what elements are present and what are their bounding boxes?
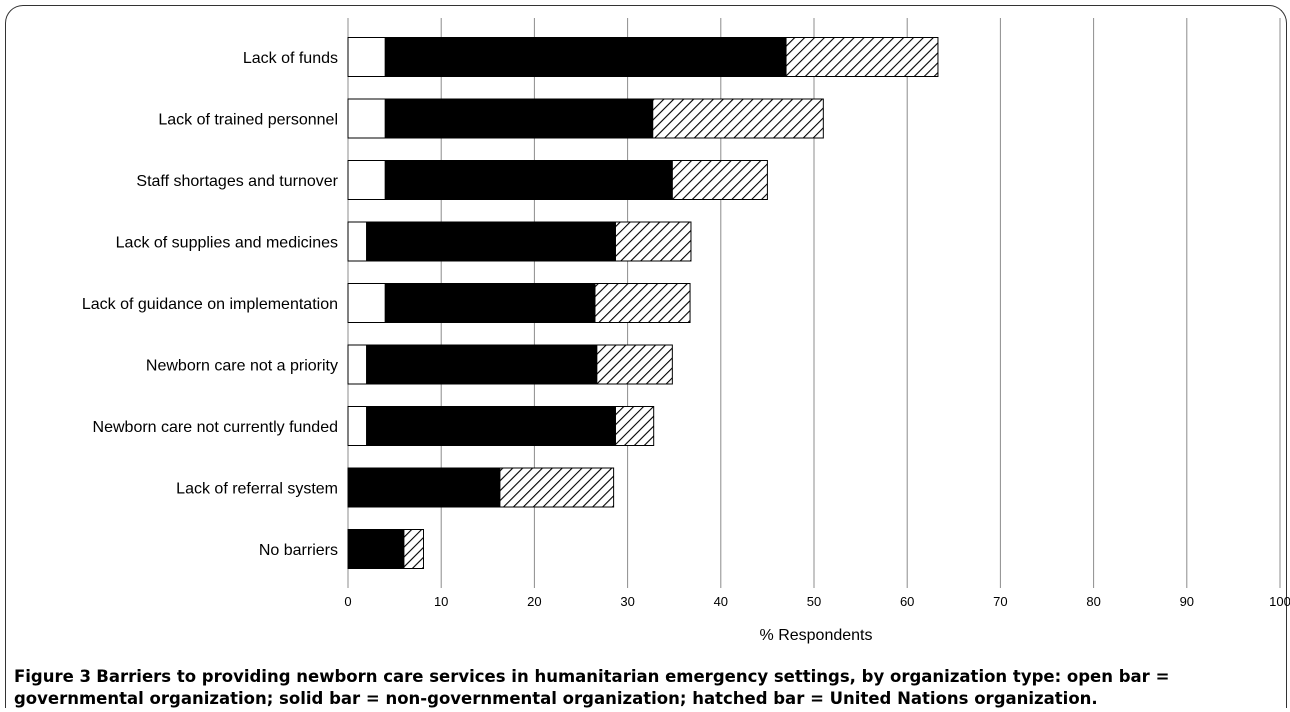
bar-segment-open xyxy=(347,406,368,446)
x-tick-label: 60 xyxy=(900,594,914,609)
category-label: Lack of guidance on implementation xyxy=(82,296,338,313)
category-label: Newborn care not a priority xyxy=(146,358,338,375)
x-tick-label: 0 xyxy=(344,594,351,609)
x-tick-label: 30 xyxy=(620,594,634,609)
bars xyxy=(347,37,939,569)
bar-segment-solid xyxy=(347,529,405,569)
x-axis-title: % Respondents xyxy=(760,627,873,644)
bar-segment-hatched xyxy=(614,221,692,262)
bar-segment-solid xyxy=(384,160,673,200)
x-tick-label: 70 xyxy=(993,594,1007,609)
category-label: Lack of referral system xyxy=(176,481,338,498)
bar-segment-hatched xyxy=(785,37,939,77)
figure-number: Figure 3 xyxy=(14,667,92,686)
bar-segment-solid xyxy=(366,221,616,262)
bar-segment-hatched xyxy=(652,98,824,139)
bar-segment-solid xyxy=(366,406,616,446)
bar-segment-hatched xyxy=(499,467,615,508)
category-label: Newborn care not currently funded xyxy=(93,419,338,436)
bar-segment-open xyxy=(347,160,386,200)
bar-segment-open xyxy=(347,37,386,77)
x-tick-label: 50 xyxy=(807,594,821,609)
x-tick-label: 40 xyxy=(714,594,728,609)
figure-frame xyxy=(5,5,1287,708)
bar-segment-open xyxy=(347,283,386,323)
bar-segment-hatched xyxy=(403,529,424,569)
category-label: No barriers xyxy=(259,542,338,559)
bar-segment-open xyxy=(347,344,368,385)
bar-segment-solid xyxy=(366,344,598,385)
x-tick-label: 10 xyxy=(434,594,448,609)
bar-segment-hatched xyxy=(614,406,655,446)
x-tick-label: 100 xyxy=(1269,594,1290,609)
bar-segment-hatched xyxy=(671,160,768,200)
category-labels: Lack of funds Lack of trained personnel St… xyxy=(82,50,339,559)
bar-segment-solid xyxy=(384,98,654,139)
bar-segment-hatched xyxy=(596,344,673,385)
category-label: Lack of supplies and medicines xyxy=(116,235,338,252)
category-label: Lack of funds xyxy=(243,50,338,67)
category-label: Lack of trained personnel xyxy=(158,112,338,129)
x-tick-label: 80 xyxy=(1086,594,1100,609)
bar-segment-open xyxy=(347,221,368,262)
x-tick-label: 20 xyxy=(527,594,541,609)
bar-segment-hatched xyxy=(594,283,691,323)
caption-text: Barriers to providing newborn care servi… xyxy=(14,667,1170,708)
bar-segment-solid xyxy=(384,283,596,323)
figure-caption: Figure 3 Barriers to providing newborn c… xyxy=(14,666,1280,710)
bar-chart: Lack of funds Lack of trained personnel St… xyxy=(82,18,1290,644)
x-tick-labels: 0 10 20 30 40 50 60 70 80 90 100 xyxy=(344,594,1290,609)
bar-segment-open xyxy=(347,98,386,139)
bar-segment-solid xyxy=(347,467,501,508)
bar-segment-solid xyxy=(384,37,787,77)
x-tick-label: 90 xyxy=(1180,594,1194,609)
category-label: Staff shortages and turnover xyxy=(136,173,338,190)
